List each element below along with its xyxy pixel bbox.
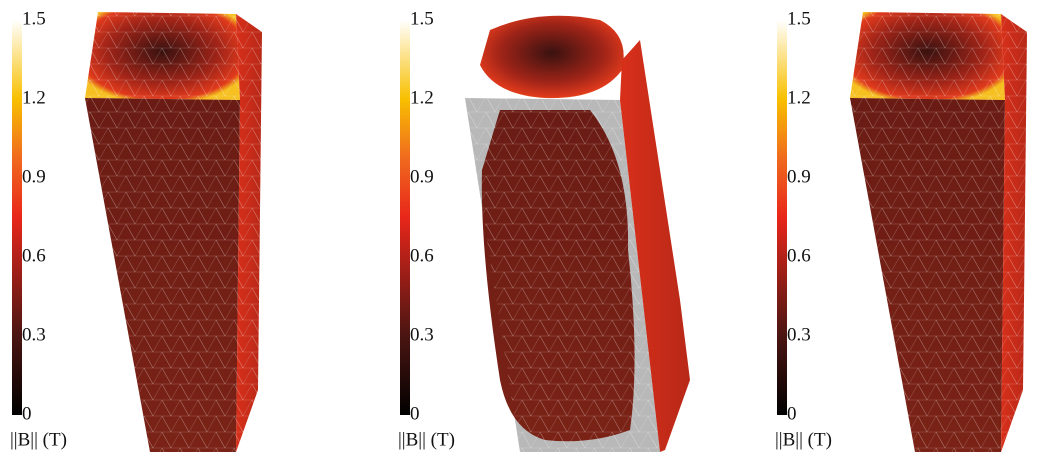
colorbar-tick-label: 0.6 bbox=[410, 245, 434, 266]
colorbar-tick-label: 1.2 bbox=[410, 87, 434, 108]
colorbar-label: ||B|| (T) bbox=[398, 429, 455, 450]
colorbar-tick-label: 1.5 bbox=[410, 8, 434, 29]
colorbar-label: ||B|| (T) bbox=[10, 429, 67, 450]
colorbar-tick-label: 0.3 bbox=[410, 324, 434, 345]
mesh bbox=[850, 12, 1027, 452]
panel-1 bbox=[85, 12, 262, 452]
side-face bbox=[620, 40, 690, 452]
colorbar-tick-label: 1.2 bbox=[787, 87, 811, 108]
colorbar-tick-label: 0.9 bbox=[787, 166, 811, 187]
colorbar-tick-label: 1.5 bbox=[22, 8, 46, 29]
colorbar-tick-label: 0 bbox=[22, 403, 32, 424]
colorbar-tick-label: 0 bbox=[787, 403, 797, 424]
panel-2 bbox=[465, 15, 690, 452]
top-face bbox=[480, 15, 624, 99]
colorbar-tick-label: 1.2 bbox=[22, 87, 46, 108]
colorbar-tick-label: 0.9 bbox=[410, 166, 434, 187]
colorbar-tick-label: 0 bbox=[410, 403, 420, 424]
panel-3 bbox=[850, 12, 1027, 452]
colorbar-tick-label: 0.3 bbox=[787, 324, 811, 345]
colorbar bbox=[400, 20, 410, 415]
colorbar-tick-label: 0.6 bbox=[22, 245, 46, 266]
colorbar-tick-label: 0.6 bbox=[787, 245, 811, 266]
colorbar-tick-label: 0.9 bbox=[22, 166, 46, 187]
colorbar bbox=[777, 20, 787, 415]
mesh bbox=[85, 12, 262, 452]
colorbar-tick-label: 0.3 bbox=[22, 324, 46, 345]
mesh bbox=[465, 98, 660, 452]
colorbar-tick-label: 1.5 bbox=[787, 8, 811, 29]
colorbar bbox=[12, 20, 22, 415]
colorbar-label: ||B|| (T) bbox=[775, 429, 832, 450]
